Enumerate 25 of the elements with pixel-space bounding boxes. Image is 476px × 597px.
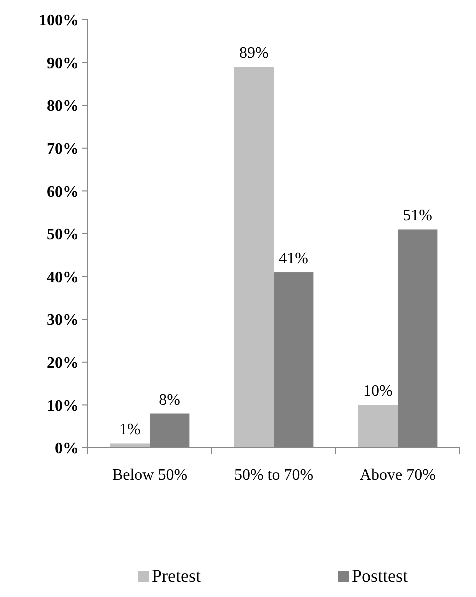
data-label: 10% xyxy=(363,383,393,400)
legend-label: Pretest xyxy=(152,566,201,586)
x-tick-label: Above 70% xyxy=(360,467,436,484)
y-tick-label: 40% xyxy=(47,269,79,286)
data-label: 1% xyxy=(119,422,141,439)
data-label: 51% xyxy=(403,208,433,225)
y-tick-label: 90% xyxy=(47,55,79,72)
y-tick-label: 100% xyxy=(39,12,79,30)
y-tick-label: 0% xyxy=(55,440,79,458)
bar xyxy=(110,444,150,448)
data-label: 8% xyxy=(159,392,181,409)
y-tick-label: 30% xyxy=(47,312,79,330)
data-label: 89% xyxy=(239,45,269,62)
x-tick-label: 50% to 70% xyxy=(234,467,314,484)
legend-label: Posttest xyxy=(352,566,408,586)
bar xyxy=(358,405,398,448)
bar xyxy=(234,67,274,448)
y-tick-label: 80% xyxy=(47,98,79,116)
data-label: 41% xyxy=(279,250,309,268)
y-tick-label: 70% xyxy=(47,141,79,158)
x-tick-label: Below 50% xyxy=(112,467,188,484)
y-tick-label: 60% xyxy=(47,184,79,201)
y-tick-label: 20% xyxy=(47,355,79,372)
y-tick-label: 10% xyxy=(47,398,79,415)
y-tick-label: 50% xyxy=(47,226,79,244)
